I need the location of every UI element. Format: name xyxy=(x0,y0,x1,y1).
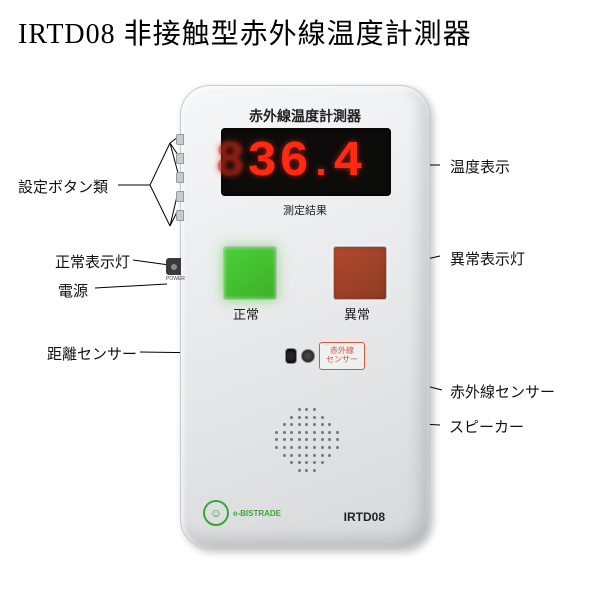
device-heading: 赤外線温度計測器 xyxy=(181,106,429,126)
settings-button[interactable] xyxy=(176,172,184,183)
callout-temperature-display: 温度表示 xyxy=(450,156,510,177)
distance-sensor xyxy=(285,348,297,364)
brand-logo: ☺ e-BISTRADE xyxy=(203,500,281,526)
callout-abnormal-indicator: 異常表示灯 xyxy=(450,248,525,269)
callout-speaker: スピーカー xyxy=(449,416,524,437)
callout-power: 電源 xyxy=(58,280,88,301)
ir-sensor-tag: 赤外線センサー xyxy=(319,342,365,370)
power-jack[interactable]: POWER xyxy=(166,258,181,280)
settings-button[interactable] xyxy=(176,134,184,145)
model-number: IRTD08 xyxy=(344,510,385,524)
callout-normal-indicator: 正常表示灯 xyxy=(55,251,130,272)
callout-distance-sensor: 距離センサー xyxy=(47,343,137,364)
temperature-display: 8 36.4 xyxy=(221,128,391,196)
settings-button[interactable] xyxy=(176,191,184,202)
seg-ghost: 8 xyxy=(215,134,247,191)
seg-main: 36 xyxy=(247,134,311,191)
callout-ir-sensor: 赤外線センサー xyxy=(450,381,555,402)
page-title: IRTD08 非接触型赤外線温度計測器 xyxy=(18,12,472,52)
smile-icon: ☺ xyxy=(210,507,222,519)
speaker-grille xyxy=(273,406,341,474)
normal-indicator xyxy=(223,246,277,300)
power-jack-label: POWER xyxy=(166,276,181,282)
abnormal-indicator-label: 異常 xyxy=(344,304,370,323)
result-label: 測定結果 xyxy=(181,202,429,218)
callout-settings-buttons: 設定ボタン類 xyxy=(18,176,108,197)
device-body: POWER 赤外線温度計測器 8 36.4 測定結果 正常 異常 赤外線センサー… xyxy=(180,85,430,549)
normal-indicator-label: 正常 xyxy=(233,304,259,323)
abnormal-indicator xyxy=(333,246,387,300)
settings-button[interactable] xyxy=(176,153,184,164)
brand-text: e-BISTRADE xyxy=(233,509,281,518)
seg-decimal: 4 xyxy=(333,134,365,191)
ir-sensor xyxy=(301,349,315,363)
